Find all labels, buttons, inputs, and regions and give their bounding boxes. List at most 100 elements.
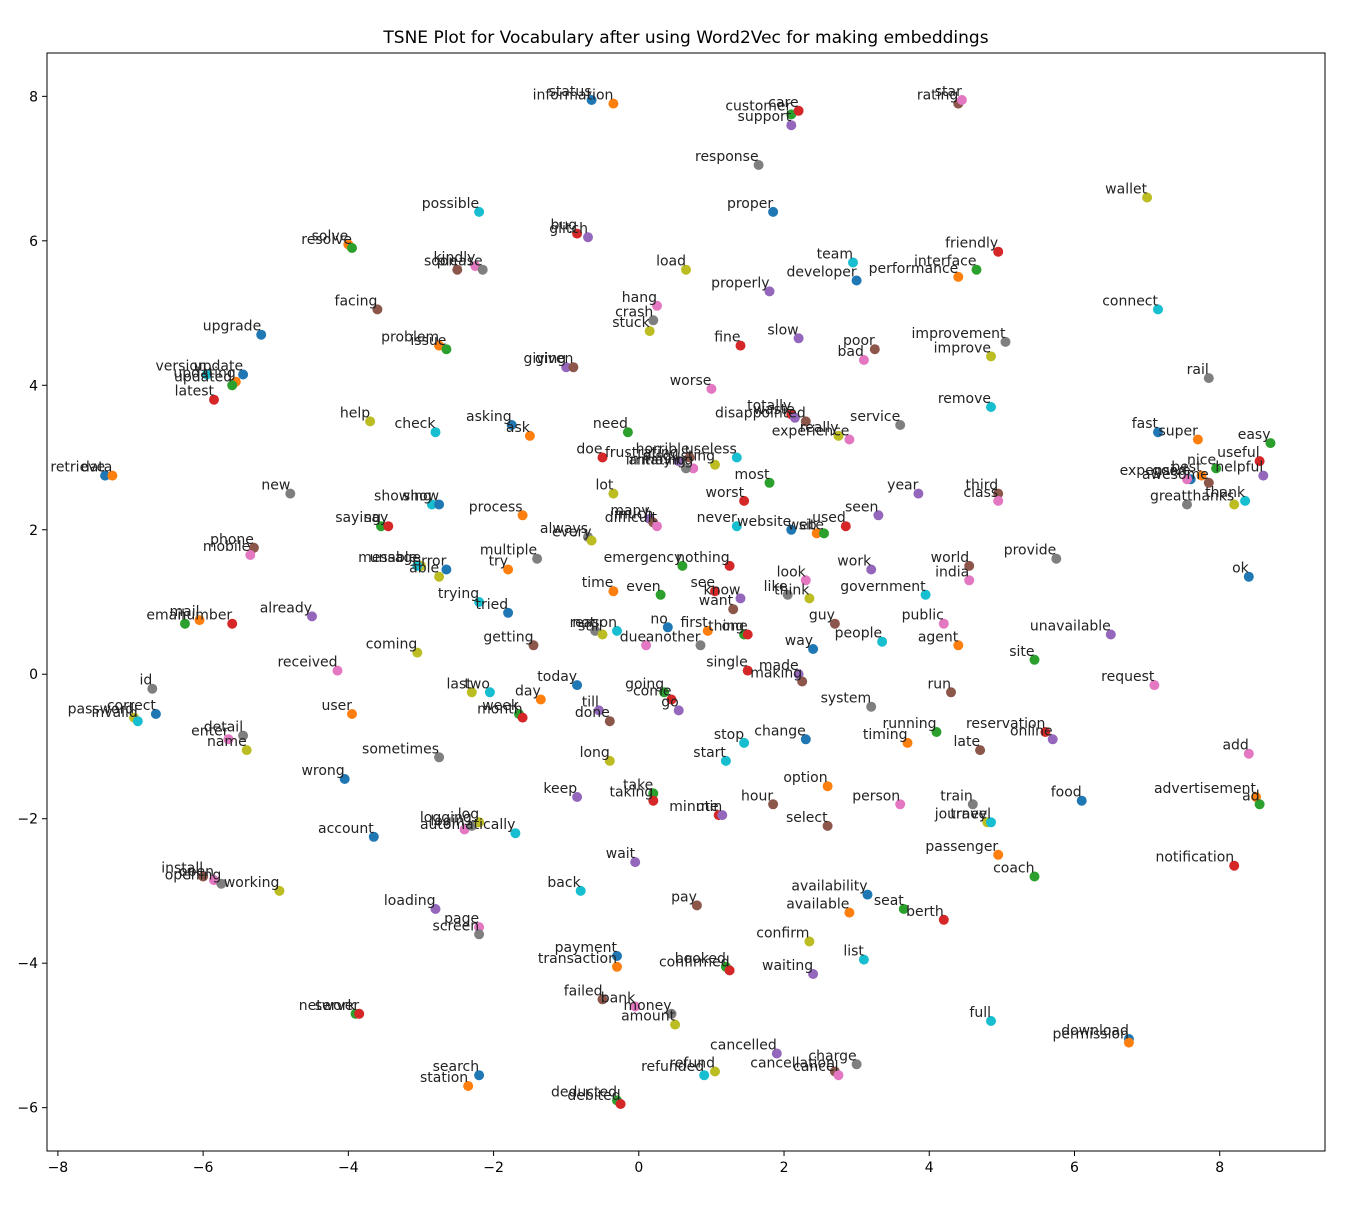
point-label: every (552, 525, 592, 541)
scatter-point (227, 380, 238, 391)
scatter-point (434, 571, 445, 582)
point-label: look (777, 564, 807, 580)
scatter-point (1265, 438, 1276, 449)
scatter-point (768, 206, 779, 217)
point-label: opening (165, 868, 222, 884)
point-label: guy (809, 608, 835, 624)
point-label: advertisement (1154, 781, 1257, 797)
scatter-point (913, 488, 924, 499)
scatter-point (583, 232, 593, 243)
point-label: page (444, 911, 479, 927)
scatter-point (739, 495, 750, 506)
point-label: customer (725, 98, 791, 114)
point-label: worst (706, 485, 745, 501)
point-label: difficult (605, 510, 658, 526)
scatter-point (517, 510, 528, 521)
point-label: improvement (912, 326, 1006, 342)
scatter-point (691, 900, 702, 911)
point-label: message (358, 550, 421, 566)
scatter-point (593, 705, 604, 716)
scatter-point (833, 430, 844, 441)
point-label: facing (335, 293, 378, 309)
scatter-point (463, 1081, 474, 1091)
scatter-point (1243, 571, 1254, 582)
point-label: taking (609, 785, 653, 801)
point-label: third (966, 478, 999, 494)
scatter-point (862, 889, 873, 900)
scatter-point (800, 416, 811, 427)
point-label: wallet (1105, 182, 1147, 198)
x-tick-label: 8 (1215, 1160, 1224, 1176)
scatter-point (365, 416, 376, 427)
point-label: fine (714, 330, 740, 346)
scatter-point (971, 264, 982, 275)
point-label: totally (747, 398, 791, 414)
scatter-point (684, 452, 695, 463)
point-label: ad (1242, 788, 1259, 804)
point-label: pay (671, 889, 697, 905)
point-label: thing (708, 619, 744, 635)
point-label: amount (621, 1009, 676, 1025)
scatter-point (851, 275, 862, 286)
point-label: login (430, 814, 464, 830)
points-layer (100, 95, 1276, 1109)
point-label: permission (1052, 1027, 1128, 1043)
scatter-point (608, 98, 619, 109)
point-label: mail (170, 604, 200, 620)
scatter-point (811, 528, 822, 539)
scatter-point (681, 264, 691, 275)
point-label: detail (204, 720, 243, 736)
scatter-point (670, 1019, 681, 1030)
scatter-point (430, 904, 441, 914)
y-axis: −6 −4 −2 0 2 4 6 8 (17, 89, 47, 1117)
point-label: sometimes (362, 741, 439, 757)
scatter-point (604, 755, 615, 766)
point-label: think (774, 582, 810, 598)
point-label: failed (564, 983, 603, 999)
point-label: saying (335, 510, 381, 526)
point-label: min (696, 799, 722, 815)
scatter-point (695, 640, 706, 651)
scatter-point (347, 243, 357, 253)
point-label: notification (1155, 850, 1234, 866)
scatter-point (710, 459, 720, 470)
point-label: know (704, 582, 741, 598)
scatter-point (931, 727, 942, 737)
scatter-point (967, 799, 978, 810)
scatter-point (441, 344, 452, 355)
point-label: show (403, 489, 439, 505)
scatter-point (866, 564, 877, 575)
scatter-point (986, 817, 996, 828)
scatter-point (681, 463, 691, 474)
scatter-point (659, 687, 670, 698)
point-label: seen (845, 499, 878, 515)
scatter-point (376, 521, 386, 532)
point-label: helpful (1215, 460, 1263, 476)
x-axis: −8 −6 −4 −2 0 2 4 6 8 (48, 1151, 1224, 1176)
point-label: lot (595, 478, 613, 494)
scatter-point (412, 560, 423, 571)
point-label: making (750, 666, 802, 682)
point-label: hang (622, 290, 657, 306)
scatter-point (474, 206, 485, 217)
point-label: coming (366, 637, 418, 653)
point-label: cancel (793, 1059, 838, 1075)
point-label: month (477, 702, 522, 718)
scatter-point (561, 362, 572, 373)
point-label: friendly (945, 236, 998, 252)
point-label: mobile (203, 539, 250, 555)
scatter-point (1142, 192, 1153, 203)
point-label: thanks (1187, 489, 1234, 505)
point-label: list (843, 944, 864, 960)
scatter-point (426, 499, 437, 510)
point-label: open (179, 864, 214, 880)
point-label: load (656, 254, 686, 270)
point-label: agent (918, 629, 959, 645)
scatter-point (608, 488, 619, 499)
point-label: awesome (1142, 467, 1209, 483)
point-label: soon (424, 254, 457, 270)
scatter-point (662, 622, 673, 633)
scatter-point (946, 687, 956, 698)
point-label: minute (669, 799, 718, 815)
